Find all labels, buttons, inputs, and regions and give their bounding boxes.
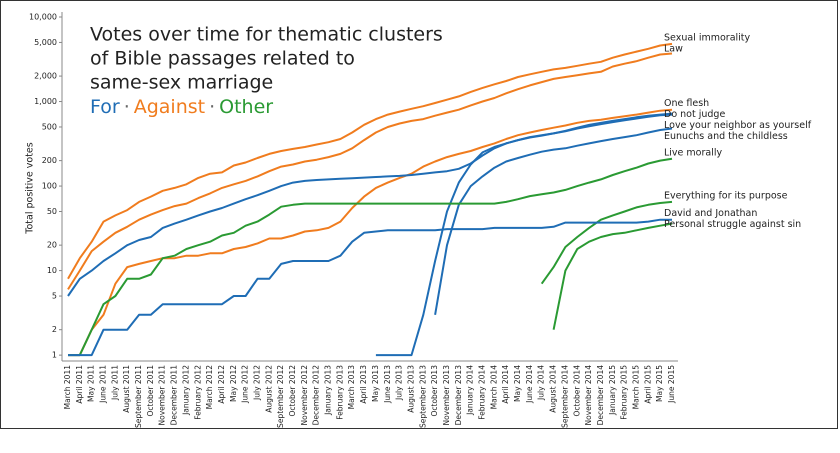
x-tick-label: January 2015 [608,365,617,416]
series-label: One flesh [664,98,709,109]
x-tick-label: December 2014 [596,365,605,426]
y-tick-label: 1 [52,351,57,360]
x-tick-label: December 2012 [312,365,321,426]
x-tick-label: October 2014 [572,365,581,417]
x-tick-label: September 2011 [134,365,143,428]
x-tick-label: March 2014 [489,365,498,410]
x-tick-label: December 2011 [170,365,179,426]
x-tick-label: June 2012 [241,365,250,404]
series-line [67,42,673,280]
series-label: Live morally [664,147,722,158]
x-tick-label: October 2013 [430,365,439,417]
x-tick-label: March 2011 [63,365,72,410]
series-line [68,218,672,357]
y-tick-label: 5,000 [34,38,57,47]
x-tick-label: September 2013 [418,365,427,428]
x-tick-label: June 2013 [383,365,392,404]
x-tick-label: July 2011 [110,365,119,401]
y-tick-label: 1,000 [34,97,57,106]
y-tick-label: 10 [47,266,57,275]
x-tick-label: March 2012 [205,365,214,410]
y-tick-label: 500 [42,122,57,131]
x-tick-label: September 2012 [276,365,285,428]
chart-title: of Bible passages related to [90,48,355,70]
color-key-item: Against [134,96,205,118]
color-key-separator: · [124,96,130,118]
x-tick-label: April 2015 [643,365,652,404]
x-tick-label: July 2013 [395,365,404,401]
x-tick-label: September 2014 [560,365,569,428]
y-tick-label: 20 [47,241,57,250]
x-tick-label: May 2012 [229,365,238,402]
x-tick-label: April 2012 [217,365,226,404]
x-tick-label: April 2014 [501,365,510,404]
x-tick-label: August 2014 [549,365,558,413]
x-tick-label: February 2013 [335,365,344,420]
x-tick-label: June 2011 [99,365,108,404]
x-tick-label: July 2012 [252,365,261,401]
series-line [67,52,673,290]
series-line [434,127,673,315]
x-tick-label: July 2014 [537,365,546,401]
x-tick-label: August 2012 [264,365,273,413]
x-tick-label: November 2014 [584,365,593,426]
x-tick-label: November 2012 [300,365,309,426]
x-tick-label: December 2013 [454,365,463,426]
series-line [540,200,673,285]
x-tick-label: August 2011 [122,365,131,413]
x-tick-label: February 2014 [478,365,487,420]
series-label: Everything for its purpose [664,190,788,201]
frame [0,0,838,429]
y-tick-label: 2,000 [34,72,57,81]
chart-title: Votes over time for thematic clusters [90,24,443,46]
y-axis-label: Total positive votes [25,142,36,234]
x-tick-label: June 2014 [525,365,534,404]
series-label: Sexual immorality [664,32,751,43]
x-tick-label: January 2014 [466,365,475,416]
x-tick-label: March 2015 [631,365,640,410]
series-label: Law [664,43,683,54]
x-tick-label: February 2012 [193,365,202,420]
x-tick-label: January 2013 [324,365,333,416]
x-tick-label: May 2013 [371,365,380,402]
color-key-item: For [90,96,120,118]
x-tick-label: June 2015 [667,365,676,404]
series-label: Eunuchs and the childless [664,131,788,142]
y-tick-label: 100 [42,182,57,191]
series-line [68,157,673,357]
x-tick-label: May 2011 [87,365,96,402]
series-label: Personal struggle against sin [664,219,801,230]
color-key-item: Other [219,96,273,118]
x-tick-label: April 2013 [359,365,368,404]
x-tick-label: May 2015 [655,365,664,402]
y-tick-label: 10,000 [29,13,57,22]
series-line [375,112,673,357]
series-line [68,108,673,357]
color-key: For · Against · Other [90,96,273,118]
color-key-separator: · [209,96,215,118]
x-tick-label: August 2013 [406,365,415,413]
y-tick-label: 2 [52,325,57,334]
series-line [552,222,673,330]
x-tick-label: October 2012 [288,365,297,417]
x-tick-label: November 2011 [158,365,167,426]
x-tick-label: November 2013 [442,365,451,426]
x-tick-label: May 2014 [513,365,522,402]
x-tick-label: April 2011 [75,365,84,404]
x-tick-label: March 2013 [347,365,356,410]
series-label: Love your neighbor as yourself [664,120,812,131]
y-tick-label: 200 [42,156,57,165]
x-tick-label: February 2015 [620,365,629,420]
y-tick-label: 5 [52,292,57,301]
y-tick-label: 50 [47,207,57,216]
chart-title: same-sex marriage [90,72,273,94]
x-tick-label: January 2012 [181,365,190,416]
x-tick-label: October 2011 [146,365,155,417]
series-label: David and Jonathan [664,208,757,219]
series-label: Do not judge [664,109,725,120]
